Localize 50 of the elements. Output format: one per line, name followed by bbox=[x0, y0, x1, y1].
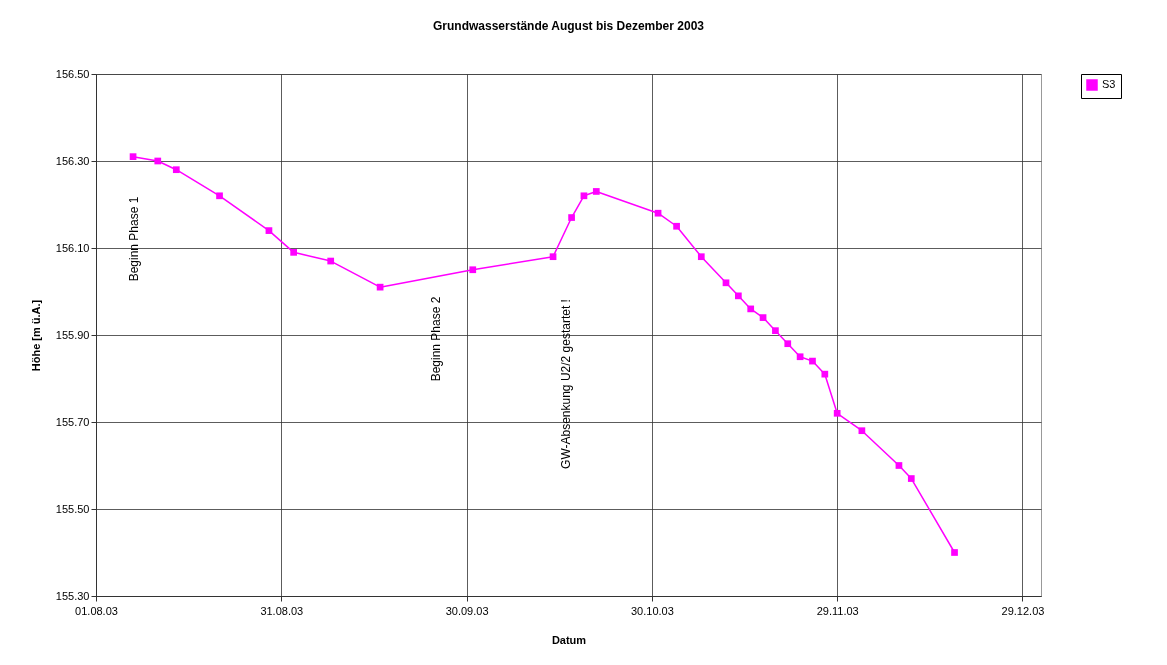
point bbox=[821, 370, 829, 378]
point bbox=[833, 409, 841, 417]
point bbox=[895, 462, 903, 469]
point bbox=[580, 192, 588, 200]
point bbox=[592, 188, 600, 195]
point bbox=[549, 253, 557, 261]
point bbox=[747, 305, 755, 313]
annotation: Beginn Phase 2 bbox=[429, 296, 443, 382]
annotation: GW-Absenkung U2/2 gestartet ! bbox=[559, 299, 573, 469]
point bbox=[327, 257, 335, 265]
y-tick-label: 156.30 bbox=[55, 154, 90, 167]
chart-title: Grundwasserstände August bis Dezember 2003 bbox=[433, 19, 705, 33]
point bbox=[796, 353, 804, 361]
point bbox=[129, 153, 137, 160]
point bbox=[722, 279, 730, 287]
x-tick-label: 31.08.03 bbox=[260, 604, 304, 617]
x-tick-label: 29.11.03 bbox=[816, 604, 859, 617]
point bbox=[784, 340, 792, 348]
point bbox=[265, 227, 273, 234]
point bbox=[759, 314, 767, 321]
y-tick-label: 156.10 bbox=[55, 241, 90, 254]
annotation: Beginn Phase 1 bbox=[127, 196, 141, 282]
x-tick-label: 29.12.03 bbox=[1001, 604, 1045, 617]
y-tick-label: 155.30 bbox=[55, 589, 90, 602]
point bbox=[673, 222, 680, 230]
y-tick-label: 156.50 bbox=[55, 67, 90, 80]
x-axis-title: Datum bbox=[551, 633, 587, 646]
point bbox=[697, 253, 705, 261]
point bbox=[907, 475, 915, 482]
point bbox=[735, 292, 742, 300]
point bbox=[469, 266, 477, 274]
point bbox=[172, 166, 180, 174]
point bbox=[858, 427, 866, 435]
legend-label: S3 bbox=[1102, 78, 1116, 90]
y-axis-title: Höhe [m ü.A.] bbox=[29, 299, 42, 372]
point bbox=[290, 249, 297, 256]
point bbox=[654, 209, 662, 217]
y-tick-label: 155.70 bbox=[55, 415, 90, 428]
x-tick-label: 30.09.03 bbox=[445, 604, 489, 617]
x-tick-label: 01.08.03 bbox=[75, 604, 118, 617]
point bbox=[568, 214, 575, 221]
point bbox=[216, 192, 223, 200]
x-tick-label: 30.10.03 bbox=[630, 604, 674, 617]
y-tick-label: 155.90 bbox=[55, 328, 90, 341]
point bbox=[154, 157, 162, 165]
point bbox=[809, 357, 816, 365]
point bbox=[376, 283, 384, 291]
point bbox=[772, 327, 779, 334]
point bbox=[951, 549, 958, 556]
y-tick-label: 155.50 bbox=[55, 502, 90, 515]
